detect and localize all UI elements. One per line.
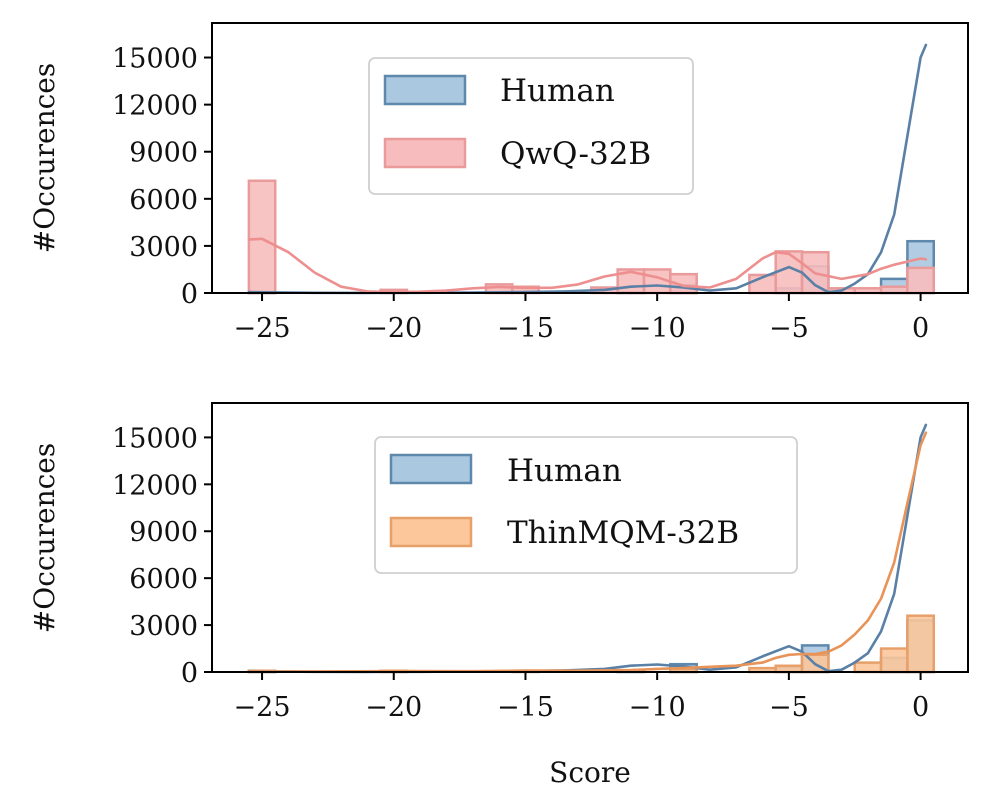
- y-tick-label-top-5: 15000: [112, 44, 198, 75]
- y-tick-label-bottom-5: 15000: [112, 423, 198, 454]
- y-axis-label-bottom: #Occurences: [28, 443, 61, 633]
- legend-label-bottom-thin: ThinMQM-32B: [507, 515, 739, 551]
- legend-swatch-top-human: [383, 74, 467, 106]
- axes-frame-top: [211, 22, 969, 294]
- x-tick-label-top-5: 0: [912, 313, 929, 344]
- legend-label-top-human: Human: [500, 73, 615, 109]
- bar-bottom-thin-24: [879, 647, 909, 674]
- legend-top: Human QwQ-32B: [368, 57, 694, 195]
- legend-label-bottom-human: Human: [507, 453, 622, 489]
- bar-bottom-thin-25: [906, 614, 936, 674]
- x-tick-label-bottom-4: −5: [769, 692, 809, 723]
- ticks-top: −25 −20 −15 −10 −5 0 0 3000 6000 9000 12000 15000: [112, 22, 969, 344]
- bars-bottom: [247, 614, 936, 674]
- axes-frame-bottom: [211, 402, 969, 673]
- bar-top-qwq-25: [906, 266, 936, 295]
- y-tick-label-top-4: 12000: [112, 91, 198, 122]
- x-tick-label-bottom-3: −10: [629, 692, 686, 723]
- panel-bottom: #Occurences −25 −20 −15 −10 −5 0 0 3000 6000 9000…: [28, 402, 969, 789]
- x-tick-label-bottom-0: −25: [234, 692, 291, 723]
- y-tick-label-bottom-1: 3000: [129, 611, 198, 642]
- y-tick-label-bottom-2: 6000: [129, 564, 198, 595]
- legend-swatch-bottom-thin: [389, 516, 473, 548]
- x-tick-label-top-0: −25: [234, 313, 291, 344]
- panel-top: #Occurences −25 −20 −15 −10 −5 0 0 3000 6000 9000…: [28, 22, 969, 344]
- y-axis-label-top: #Occurences: [28, 63, 61, 253]
- x-tick-label-top-1: −20: [365, 313, 422, 344]
- legend-bottom: Human ThinMQM-32B: [374, 436, 798, 574]
- x-axis-label: Score: [549, 756, 631, 789]
- x-tick-label-top-2: −15: [497, 313, 554, 344]
- x-tick-label-top-4: −5: [769, 313, 809, 344]
- y-tick-label-top-1: 3000: [129, 232, 198, 263]
- y-tick-label-top-0: 0: [181, 279, 198, 310]
- kde-line-top-qwq: [247, 237, 928, 294]
- y-tick-label-top-2: 6000: [129, 185, 198, 216]
- legend-box-bottom: [374, 436, 798, 574]
- legend-swatch-bottom-human: [389, 453, 473, 485]
- kde-line-bottom-thin: [247, 431, 928, 673]
- y-tick-label-bottom-3: 9000: [129, 517, 198, 548]
- y-tick-label-bottom-0: 0: [181, 658, 198, 689]
- legend-swatch-top-qwq: [383, 137, 467, 169]
- legend-label-top-qwq: QwQ-32B: [500, 136, 651, 172]
- x-tick-label-bottom-5: 0: [912, 692, 929, 723]
- x-tick-label-bottom-1: −20: [365, 692, 422, 723]
- bar-top-qwq-0: [247, 179, 277, 295]
- x-tick-label-bottom-2: −15: [497, 692, 554, 723]
- y-tick-label-bottom-4: 12000: [112, 470, 198, 501]
- x-tick-label-top-3: −10: [629, 313, 686, 344]
- bar-bottom-thin-23: [853, 661, 883, 674]
- y-tick-label-top-3: 9000: [129, 138, 198, 169]
- ticks-bottom: −25 −20 −15 −10 −5 0 0 3000 6000 9000 12000 15000: [112, 402, 969, 723]
